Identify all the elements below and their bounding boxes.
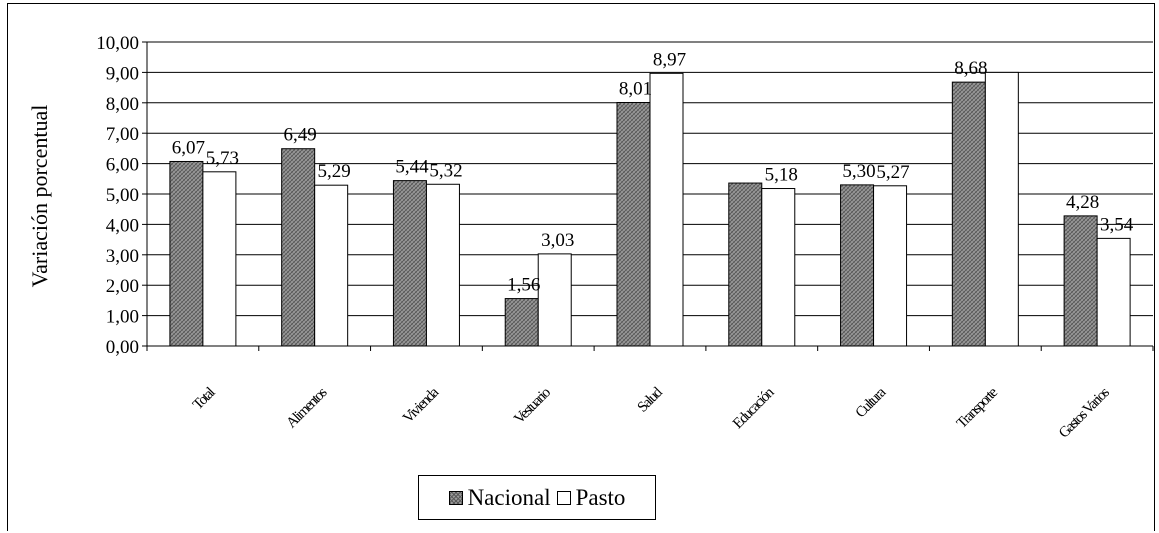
legend-label-nacional: Nacional <box>467 484 551 510</box>
y-tick-label: 0,00 <box>106 337 139 358</box>
data-label: 5,18 <box>765 165 798 186</box>
bar-nacional-0 <box>169 160 204 347</box>
data-label: 5,30 <box>842 161 875 182</box>
data-label: 6,07 <box>172 137 205 158</box>
x-category-label: Cultura <box>853 384 890 421</box>
bar-nacional-5 <box>728 182 763 347</box>
legend-swatch-nacional <box>448 490 463 505</box>
data-label: 5,44 <box>395 157 429 178</box>
data-label: 1,56 <box>507 275 540 296</box>
x-category-label: Vivienda <box>400 384 442 426</box>
legend-swatch-pasto <box>556 490 571 505</box>
data-label: 4,28 <box>1066 192 1099 213</box>
x-category-label: Educación <box>730 384 778 432</box>
legend-label-pasto: Pasto <box>575 484 626 510</box>
bar-pasto-6 <box>873 185 908 347</box>
bar-nacional-1 <box>281 148 316 347</box>
data-label: 8,01 <box>619 78 652 99</box>
bar-nacional-8 <box>1063 215 1098 347</box>
data-label: 3,54 <box>1100 214 1134 235</box>
bar-pasto-0 <box>202 171 237 347</box>
y-tick-label: 8,00 <box>106 94 139 115</box>
y-tick-label: 1,00 <box>106 307 139 328</box>
bar-nacional-4 <box>616 101 651 347</box>
x-category-label: Gastos Varios <box>1056 384 1113 441</box>
bar-nacional-7 <box>951 81 986 347</box>
data-label: 5,32 <box>429 160 462 181</box>
x-category-label: Salud <box>635 384 667 416</box>
y-axis-title: Variación porcentual <box>27 105 52 288</box>
y-tick-label: 7,00 <box>106 124 139 145</box>
data-label: 6,49 <box>284 125 317 146</box>
y-tick-label: 9,00 <box>106 63 139 84</box>
y-tick-label: 4,00 <box>106 215 139 236</box>
bar-pasto-3 <box>537 253 572 347</box>
y-tick-label: 10,00 <box>96 33 139 54</box>
data-label: 3,03 <box>541 230 574 251</box>
x-category-label: Transporte <box>954 384 1002 432</box>
x-category-label: Alimentos <box>284 384 331 431</box>
x-category-label: Total <box>190 385 219 414</box>
bar-nacional-2 <box>392 180 427 347</box>
data-label: 5,73 <box>206 148 239 169</box>
data-label: 8,68 <box>954 58 987 79</box>
data-label: 8,97 <box>653 49 686 70</box>
y-tick-label: 2,00 <box>106 276 139 297</box>
bar-pasto-2 <box>425 183 460 347</box>
x-category-label: Vestuario <box>511 385 554 428</box>
y-tick-label: 6,00 <box>106 155 139 176</box>
legend-item-nacional: Nacional <box>448 484 551 511</box>
data-label: 5,29 <box>318 161 351 182</box>
bar-nacional-6 <box>840 184 875 347</box>
y-tick-label: 5,00 <box>106 185 139 206</box>
bar-pasto-4 <box>649 72 684 347</box>
legend: Nacional Pasto <box>418 475 656 520</box>
bar-nacional-3 <box>504 298 539 347</box>
y-tick-label: 3,00 <box>106 246 139 267</box>
bar-pasto-5 <box>761 188 796 347</box>
bar-pasto-8 <box>1096 237 1131 347</box>
data-label: 5,27 <box>876 162 909 183</box>
bar-pasto-1 <box>314 184 349 347</box>
bar-pasto-7 <box>984 71 1019 347</box>
legend-item-pasto: Pasto <box>556 484 626 511</box>
chart-frame <box>7 3 1155 531</box>
